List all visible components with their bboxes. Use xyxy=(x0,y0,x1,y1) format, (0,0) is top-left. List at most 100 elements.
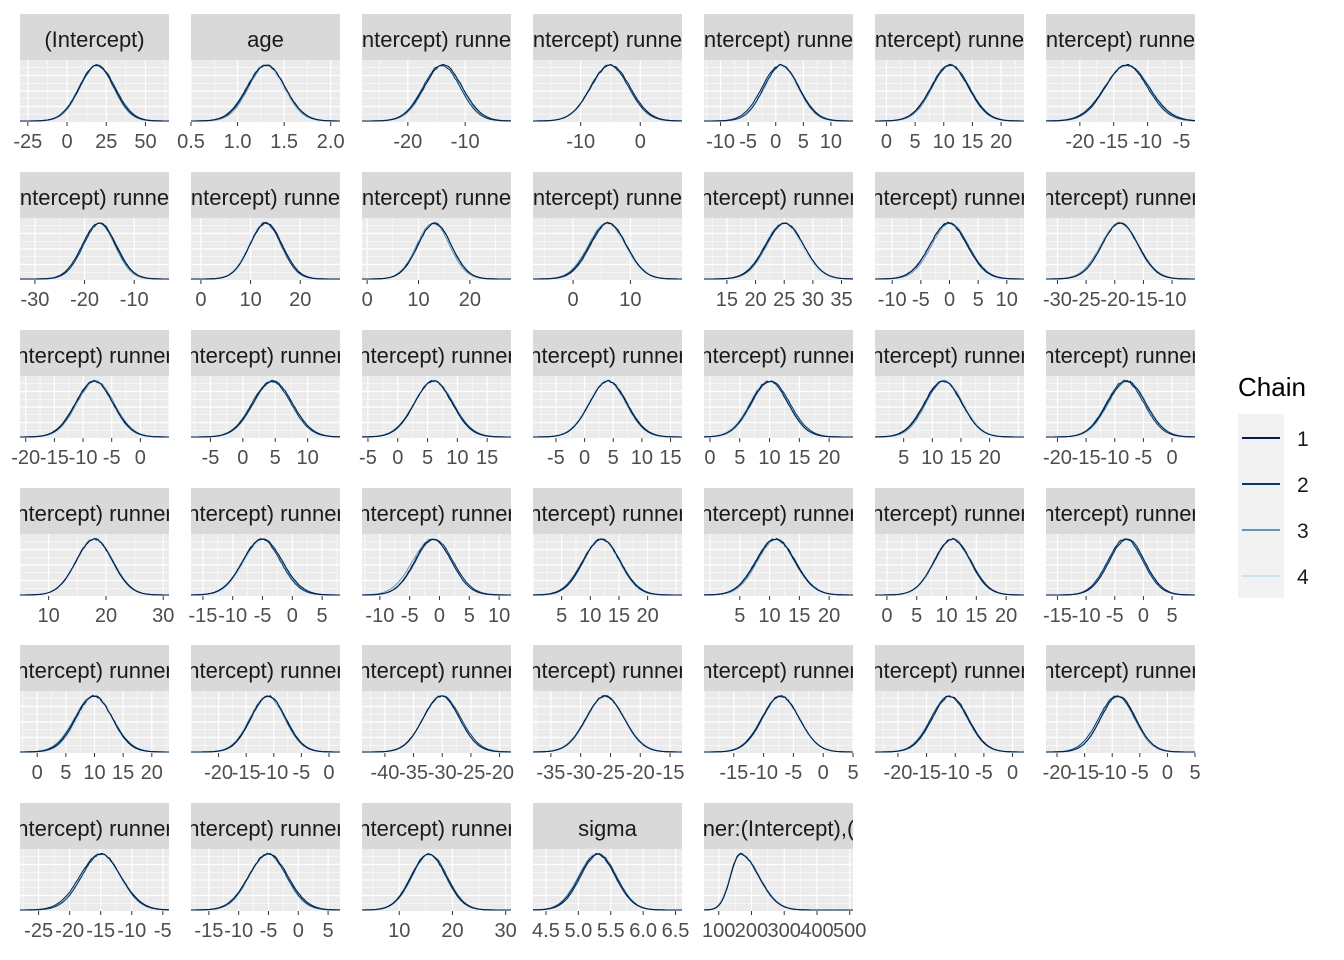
x-tick-label: 0 xyxy=(293,920,304,942)
facet-strip-label: ntercept) runner xyxy=(871,343,1028,368)
x-tick-label: -20 xyxy=(393,131,422,153)
x-tick-label: 10 xyxy=(296,447,318,469)
x-tick-label: -5 xyxy=(202,447,220,469)
facet-panel: ntercept) runner -15 -10 -5 0 5 xyxy=(188,488,340,627)
facet-panel: ntercept) runne 0 5 10 15 20 xyxy=(875,14,1024,153)
facet-strip xyxy=(20,803,169,849)
x-tick-label: -10 xyxy=(1100,447,1129,469)
facet-strip-label: ntercept) runner xyxy=(529,343,686,368)
x-tick-label: -35 xyxy=(399,762,428,784)
x-tick-label: -20 xyxy=(1065,131,1094,153)
x-tick-label: -10 xyxy=(878,289,907,311)
facet-strip-label: ntercept) runner xyxy=(358,658,515,683)
density-line-chain-1 xyxy=(1046,696,1195,753)
facet-strip-label: ntercept) runner xyxy=(700,501,857,526)
x-tick-label: 0 xyxy=(61,131,72,153)
x-tick-label: 50 xyxy=(134,131,156,153)
facet-strip xyxy=(704,14,853,60)
x-tick-label: 0 xyxy=(704,447,715,469)
facet-strip-label: ntercept) runner xyxy=(1042,501,1199,526)
x-tick-label: 4.5 xyxy=(532,920,560,942)
facet-panel: ntercept) runner -5 0 5 10 xyxy=(187,330,344,469)
facet-strip xyxy=(1046,645,1195,691)
x-tick-label: 15 xyxy=(659,447,681,469)
x-tick-label: 0 xyxy=(323,762,334,784)
density-line-chain-1 xyxy=(533,538,682,596)
x-tick-label: -15 xyxy=(194,920,223,942)
facet-strip-label: ntercept) runner xyxy=(1042,658,1199,683)
x-tick-label: 0 xyxy=(579,447,590,469)
x-tick-label: 200 xyxy=(735,920,768,942)
x-tick-label: 1.0 xyxy=(224,131,252,153)
facet-panel: ntercept) runner -20-15-10 -5 0 5 xyxy=(1042,645,1201,784)
x-tick-label: -20 xyxy=(55,920,84,942)
facet-strip xyxy=(704,645,853,691)
facet-strip-label: ner:(Intercept),( xyxy=(703,816,855,841)
density-line-chain-1 xyxy=(20,379,169,438)
density-line-chain-1 xyxy=(1046,222,1195,280)
x-tick-label: 15 xyxy=(112,762,134,784)
density-line-chain-1 xyxy=(875,695,1024,753)
x-tick-label: -10 xyxy=(1072,605,1101,627)
x-tick-label: 20 xyxy=(995,605,1017,627)
facet-panel: ntercept) runner 0 5 10 15 20 xyxy=(20,645,169,784)
facet-strip xyxy=(362,330,511,376)
x-tick-label: 300 xyxy=(768,920,801,942)
density-line-chain-1 xyxy=(704,852,853,911)
x-tick-label: 15 xyxy=(961,131,983,153)
density-line-chain-1 xyxy=(704,380,853,438)
x-tick-label: -10 xyxy=(1158,289,1187,311)
x-tick-label: 5 xyxy=(323,920,334,942)
facet-strip-label: ntercept) runner xyxy=(16,501,173,526)
facet-strip-label: ntercept) runner xyxy=(358,343,515,368)
facet-panel: ntercept) runner 5 10 15 20 xyxy=(700,488,857,627)
x-tick-label: -10 xyxy=(224,920,253,942)
facet-strip xyxy=(704,330,853,376)
facet-panel: ntercept) runner 5 10 15 20 xyxy=(532,488,682,627)
facet-strip-label: ntercept) runne xyxy=(362,185,511,210)
facet-strip-label: ntercept) runner xyxy=(871,185,1028,210)
facet-strip xyxy=(704,803,853,849)
x-tick-label: 5 xyxy=(973,289,984,311)
x-tick-label: 0 xyxy=(195,289,206,311)
facet-panel: ntercept) runner 10 20 30 xyxy=(16,488,174,627)
x-tick-label: 5 xyxy=(910,131,921,153)
x-tick-label: 0 xyxy=(944,289,955,311)
facet-strip-label: ntercept) runne xyxy=(875,27,1024,52)
density-line-chain-1 xyxy=(362,538,511,596)
x-tick-label: -35 xyxy=(536,762,565,784)
density-line-chain-1 xyxy=(533,695,682,753)
facet-panel: ntercept) runner -20-15-10-5 0 xyxy=(875,645,1024,784)
x-tick-label: 10 xyxy=(996,289,1018,311)
x-tick-label: 5 xyxy=(556,605,567,627)
density-line-chain-1 xyxy=(191,221,340,280)
facet-panel: ntercept) runne -20 -15 -10 -5 xyxy=(1045,14,1195,153)
x-tick-label: -15 xyxy=(1072,447,1101,469)
x-tick-label: -5 xyxy=(154,920,172,942)
x-tick-label: -20 xyxy=(11,447,40,469)
facet-strip-label: ntercept) runner xyxy=(358,816,515,841)
x-tick-label: 5 xyxy=(422,447,433,469)
x-tick-label: 10 xyxy=(935,605,957,627)
x-tick-label: 10 xyxy=(488,605,510,627)
x-tick-label: 10 xyxy=(619,289,641,311)
x-tick-label: 10 xyxy=(83,762,105,784)
facet-strip xyxy=(704,172,853,218)
facet-panel: ntercept) runner 0 5 10 15 20 xyxy=(704,330,853,469)
x-tick-label: 10 xyxy=(407,289,429,311)
x-tick-label: -10 xyxy=(120,289,149,311)
x-tick-label: 10 xyxy=(631,447,653,469)
x-tick-label: -5 xyxy=(975,762,993,784)
x-tick-label: -15 xyxy=(1070,762,1099,784)
facet-strip-label: (Intercept) xyxy=(44,27,144,52)
facet-strip-label: ntercept) runner xyxy=(187,343,344,368)
x-tick-label: -20 xyxy=(70,289,99,311)
facet-strip xyxy=(533,488,682,534)
x-tick-label: 20 xyxy=(459,289,481,311)
x-tick-label: -25 xyxy=(13,131,42,153)
facet-panel: ntercept) runner 0 5 10 15 20 xyxy=(875,488,1024,627)
density-line-chain-1 xyxy=(20,222,169,280)
facet-panel: (Intercept) -25 0 25 50 xyxy=(13,14,169,153)
facet-strip-label: ntercept) runne xyxy=(704,27,853,52)
